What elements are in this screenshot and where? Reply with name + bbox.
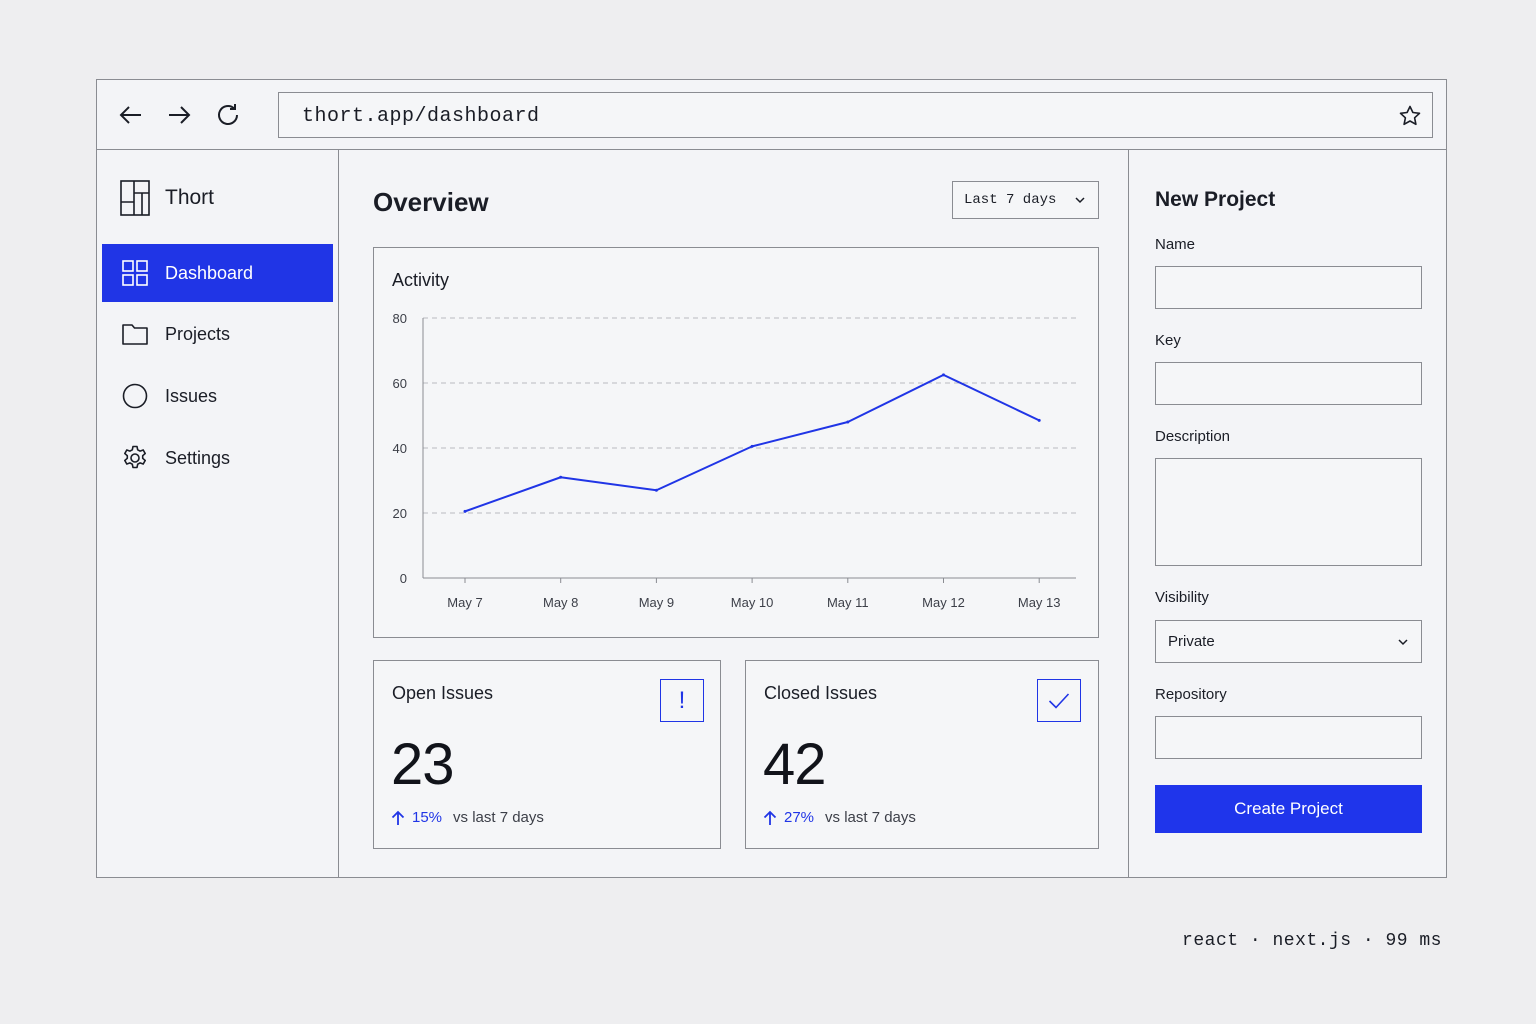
reload-button[interactable] xyxy=(214,101,242,129)
check-icon xyxy=(1037,679,1081,722)
visibility-value: Private xyxy=(1168,633,1215,650)
data-point xyxy=(846,420,850,424)
reload-icon xyxy=(218,104,238,125)
sidebar: Thort Dashboard Projects Issues Settings xyxy=(97,150,339,878)
open-issues-card: Open Issues ! 23 15% vs last 7 days xyxy=(373,660,721,849)
name-input[interactable] xyxy=(1155,266,1422,309)
grid-icon xyxy=(122,260,148,286)
sidebar-item-label: Issues xyxy=(165,385,218,406)
logo-icon xyxy=(120,180,150,216)
x-tick-label: May 9 xyxy=(639,595,674,610)
y-tick-label: 80 xyxy=(393,311,407,326)
sidebar-item-label: Projects xyxy=(165,323,231,344)
stat-delta: 15% vs last 7 days xyxy=(391,809,544,826)
chart-title: Activity xyxy=(392,270,450,290)
sidebar-item-settings[interactable]: Settings xyxy=(102,429,333,487)
data-point xyxy=(463,509,467,513)
browser-window: thort.app/dashboard Thort Dashboard Proj… xyxy=(96,79,1447,878)
stat-title: Open Issues xyxy=(392,683,494,703)
description-label: Description xyxy=(1155,428,1231,445)
delta-note: vs last 7 days xyxy=(453,809,544,826)
delta-percent: 27% xyxy=(784,809,815,826)
y-tick-label: 60 xyxy=(393,376,407,391)
data-point xyxy=(1037,418,1041,422)
folder-icon xyxy=(122,321,148,347)
key-label: Key xyxy=(1155,332,1181,349)
activity-chart: 0 20 40 60 80 May 7 May 8 May 9 May 10 May 11 May … xyxy=(393,311,1076,610)
brand[interactable]: Thort xyxy=(120,180,214,216)
url-text: thort.app/dashboard xyxy=(302,105,540,128)
key-input[interactable] xyxy=(1155,362,1422,405)
data-point xyxy=(654,488,658,492)
x-tick-label: May 13 xyxy=(1018,595,1061,610)
stat-value: 23 xyxy=(391,732,455,797)
star-icon[interactable] xyxy=(1398,104,1422,128)
closed-issues-card: Closed Issues 42 27% vs last 7 days xyxy=(745,660,1099,849)
y-tick-label: 0 xyxy=(400,571,407,586)
sidebar-item-label: Settings xyxy=(165,447,231,468)
main-content: Overview Last 7 days Activity 0 20 40 60 80 M… xyxy=(339,150,1129,878)
data-point xyxy=(942,373,945,377)
x-tick-label: May 10 xyxy=(731,595,774,610)
arrow-up-icon xyxy=(391,810,405,825)
chevron-down-icon xyxy=(1398,639,1408,646)
create-project-button[interactable]: Create Project xyxy=(1155,785,1422,833)
back-button[interactable] xyxy=(117,101,145,129)
circle-icon xyxy=(122,383,148,409)
gear-icon xyxy=(122,445,148,471)
data-point xyxy=(750,444,754,448)
footer-meta: react · next.js · 99 ms xyxy=(1182,931,1442,951)
sidebar-item-projects[interactable]: Projects xyxy=(102,305,333,363)
chevron-down-icon xyxy=(1075,197,1085,204)
y-tick-label: 20 xyxy=(393,506,407,521)
sidebar-item-issues[interactable]: Issues xyxy=(102,367,333,425)
visibility-select[interactable]: Private xyxy=(1155,620,1422,663)
brand-name: Thort xyxy=(165,186,215,209)
stat-delta: 27% vs last 7 days xyxy=(763,809,916,826)
repository-input[interactable] xyxy=(1155,716,1422,759)
description-textarea[interactable] xyxy=(1155,458,1422,566)
repository-label: Repository xyxy=(1155,686,1227,703)
visibility-label: Visibility xyxy=(1155,589,1209,606)
exclamation-icon: ! xyxy=(660,679,704,722)
form-title: New Project xyxy=(1155,188,1276,211)
stat-value: 42 xyxy=(763,732,827,797)
x-tick-label: May 7 xyxy=(447,595,482,610)
x-tick-label: May 11 xyxy=(827,595,869,610)
activity-line xyxy=(464,373,1040,513)
arrow-left-icon xyxy=(119,106,141,124)
activity-chart-card: Activity 0 20 40 60 80 May 7 May 8 May 9 May 10 M… xyxy=(373,247,1099,638)
delta-note: vs last 7 days xyxy=(825,809,916,826)
forward-button[interactable] xyxy=(165,101,193,129)
date-range-value: Last 7 days xyxy=(964,192,1057,208)
date-range-select[interactable]: Last 7 days xyxy=(952,181,1099,219)
x-tick-label: May 12 xyxy=(922,595,965,610)
x-tick-label: May 8 xyxy=(543,595,578,610)
address-bar[interactable]: thort.app/dashboard xyxy=(278,92,1433,138)
sidebar-item-label: Dashboard xyxy=(165,262,254,283)
page-title: Overview xyxy=(373,187,489,217)
stat-title: Closed Issues xyxy=(764,683,878,703)
arrow-right-icon xyxy=(169,106,191,124)
sidebar-item-dashboard[interactable]: Dashboard xyxy=(102,244,333,302)
data-point xyxy=(559,475,563,479)
delta-percent: 15% xyxy=(412,809,443,826)
y-tick-label: 40 xyxy=(393,441,407,456)
name-label: Name xyxy=(1155,236,1196,253)
arrow-up-icon xyxy=(763,810,777,825)
browser-toolbar: thort.app/dashboard xyxy=(97,80,1446,150)
new-project-form: New Project Name Key Description Visibil… xyxy=(1129,150,1447,878)
